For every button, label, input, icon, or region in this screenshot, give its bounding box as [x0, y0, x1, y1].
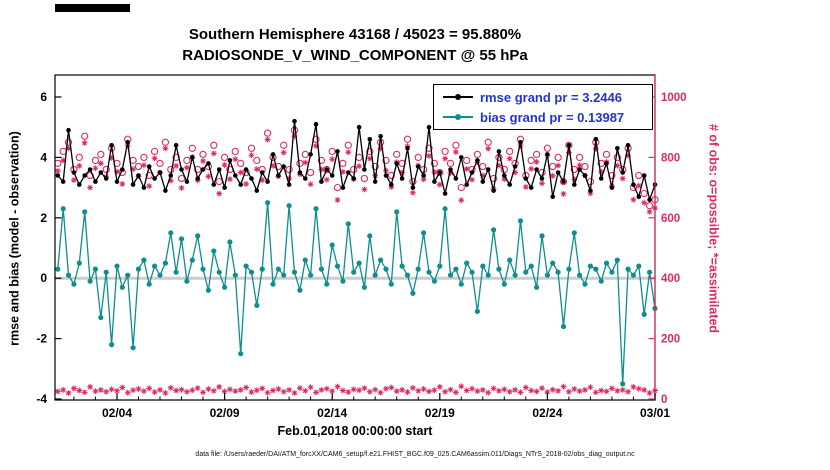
chart-title-line2: RADIOSONDE_V_WIND_COMPONENT @ 55 hPa [182, 47, 528, 64]
y-right-tick-label: 600 [661, 213, 680, 225]
window-artifact-bar [55, 4, 130, 12]
legend-bias-label: bias grand pr = 0.13987 [480, 109, 625, 125]
y-left-tick-label: 2 [40, 211, 47, 225]
y-left-tick-label: 6 [40, 90, 47, 104]
y-left-tick-label: -2 [36, 332, 47, 346]
x-tick-label: 03/01 [640, 406, 670, 420]
legend-entry-rmse: rmse grand pr = 3.2446 [443, 89, 652, 106]
legend: rmse grand pr = 3.2446 bias grand pr = 0… [433, 84, 653, 130]
data-file-path: data file: /Users/raeder/DAI/ATM_forcXX/… [195, 451, 635, 458]
y-axis-right-label: # of obs: o=possible; *=assimilated [706, 123, 721, 334]
y-left-tick-label: 0 [40, 271, 47, 285]
y-axis-left-label: rmse and bias (model - observation) [7, 131, 22, 346]
y-right-tick-label: 800 [661, 152, 680, 164]
series-rmse [55, 118, 658, 203]
x-tick-label: 02/04 [102, 406, 132, 420]
x-tick-label: 02/14 [317, 406, 347, 420]
series-assimilated_obs [54, 133, 658, 215]
x-axis-label: Feb.01,2018 00:00:00 start [277, 424, 433, 438]
y-left-tick-label: -4 [36, 392, 47, 406]
bias-line-sample-icon [443, 113, 473, 121]
series-rejected_obs [54, 383, 658, 396]
axes-box: 02/04 02/09 02/14 02/19 02/24 03/01 -4 -2 0 2 4 6 0 2… [36, 74, 687, 420]
legend-entry-bias: bias grand pr = 0.13987 [443, 109, 652, 126]
chart-title-line1: Southern Hemisphere 43168 / 45023 = 95.8… [188, 26, 522, 43]
y-right-tick-label: 0 [661, 394, 667, 406]
rmse-line-sample-icon [443, 93, 473, 101]
y-right-tick-label: 400 [661, 273, 680, 285]
y-left-tick-label: 4 [40, 150, 47, 164]
x-tick-label: 02/24 [532, 406, 562, 420]
x-tick-label: 02/19 [425, 406, 455, 420]
y-right-tick-label: 1000 [661, 92, 687, 104]
y-right-tick-label: 200 [661, 334, 680, 346]
x-tick-label: 02/09 [210, 406, 240, 420]
series-bias [55, 200, 658, 387]
legend-rmse-label: rmse grand pr = 3.2446 [480, 89, 622, 105]
series-possible_obs [54, 126, 659, 210]
